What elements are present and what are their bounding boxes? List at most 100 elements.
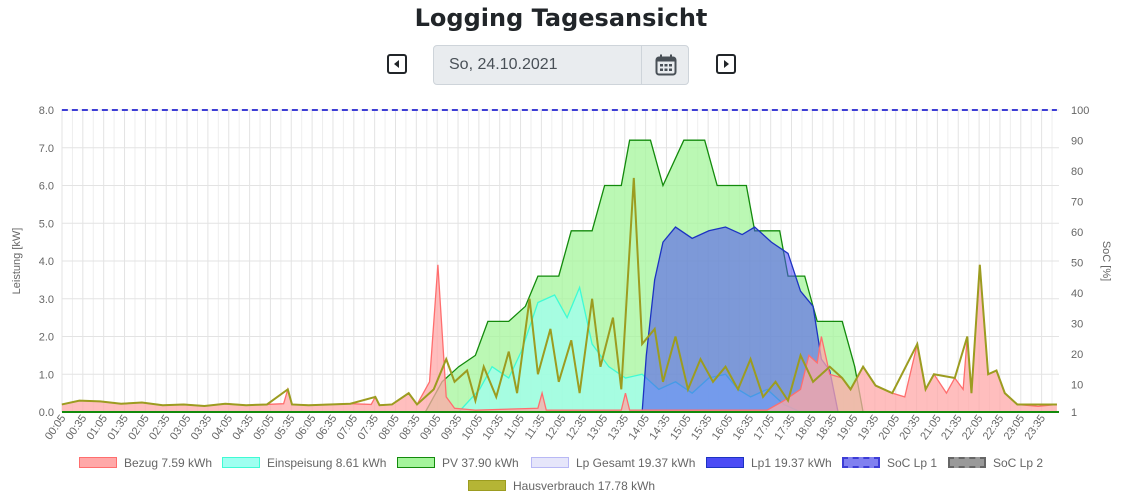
y-tick-label: 0.0 (39, 407, 54, 419)
x-tick-label: 12:05 (543, 413, 569, 442)
y2-tick-label: 50 (1071, 258, 1083, 270)
series-line (424, 139, 864, 413)
x-tick-label: 15:05 (668, 413, 694, 442)
x-tick-label: 02:05 (126, 413, 152, 442)
x-tick-label: 03:35 (189, 413, 215, 442)
x-tick-label: 15:35 (689, 413, 715, 442)
x-tick-label: 16:35 (731, 413, 757, 442)
calendar-icon (655, 54, 677, 76)
x-tick-label: 05:05 (251, 413, 277, 442)
series-area (642, 227, 839, 412)
caret-left-square-icon (394, 60, 399, 68)
series-line (641, 226, 839, 413)
date-input[interactable]: So, 24.10.2021 (449, 56, 558, 73)
y-tick-label: 3.0 (39, 294, 54, 306)
x-tick-label: 13:05 (585, 413, 611, 442)
legend-swatch (222, 457, 260, 468)
date-picker[interactable]: So, 24.10.2021 (433, 45, 689, 85)
series-line (61, 264, 1057, 411)
calendar-button[interactable] (641, 45, 689, 85)
x-tick-label: 09:05 (418, 413, 444, 442)
x-tick-label: 23:05 (1002, 413, 1028, 442)
y2-tick-label: 70 (1071, 197, 1083, 209)
y2-tick-label: 40 (1071, 288, 1083, 300)
x-tick-label: 19:05 (835, 413, 861, 442)
x-tick-label: 02:35 (147, 413, 173, 442)
x-tick-label: 03:05 (168, 413, 194, 442)
x-tick-label: 01:35 (105, 413, 131, 442)
x-tick-label: 17:35 (772, 413, 798, 442)
x-tick-label: 18:05 (793, 413, 819, 442)
y2-axis-label: SoC [%] (1100, 241, 1112, 281)
x-tick-label: 09:35 (439, 413, 465, 442)
legend-label: SoC Lp 1 (887, 456, 938, 470)
x-tick-label: 14:35 (647, 413, 673, 442)
chart-series (61, 109, 1057, 413)
x-tick-label: 21:35 (939, 413, 965, 442)
legend-swatch (706, 457, 744, 468)
legend-label: Hausverbrauch 17.78 kWh (513, 479, 656, 493)
y2-tick-label: 30 (1071, 319, 1083, 331)
legend-label: Lp1 19.37 kWh (751, 456, 832, 470)
y-tick-label: 8.0 (39, 105, 54, 117)
x-tick-label: 07:35 (355, 413, 381, 442)
x-tick-label: 19:35 (856, 413, 882, 442)
x-tick-label: 07:05 (335, 413, 361, 442)
x-tick-label: 00:35 (64, 413, 90, 442)
x-tick-label: 22:35 (981, 413, 1007, 442)
y2-tick-label: 80 (1071, 166, 1083, 178)
y2-tick-label: 90 (1071, 136, 1083, 148)
y2-tick-label: 1 (1071, 407, 1077, 419)
x-tick-label: 01:05 (85, 413, 111, 442)
x-tick-label: 23:35 (1022, 413, 1048, 442)
legend-label: Bezug 7.59 kWh (124, 456, 213, 470)
x-tick-label: 06:35 (314, 413, 340, 442)
y-tick-label: 5.0 (39, 218, 54, 230)
x-tick-label: 08:35 (397, 413, 423, 442)
x-tick-label: 18:35 (814, 413, 840, 442)
y-tick-label: 1.0 (39, 369, 54, 381)
x-tick-label: 13:35 (606, 413, 632, 442)
x-tick-label: 14:05 (626, 413, 652, 442)
x-tick-label: 16:05 (710, 413, 736, 442)
y2-tick-label: 20 (1071, 349, 1083, 361)
x-tick-label: 05:35 (272, 413, 298, 442)
legend-label: Einspeisung 8.61 kWh (267, 456, 387, 470)
y2-tick-label: 10 (1071, 380, 1083, 392)
x-tick-label: 17:05 (752, 413, 778, 442)
legend-label: PV 37.90 kWh (442, 456, 519, 470)
x-tick-label: 10:05 (460, 413, 486, 442)
x-tick-label: 08:05 (376, 413, 402, 442)
legend-label: SoC Lp 2 (993, 456, 1044, 470)
y-tick-label: 6.0 (39, 181, 54, 193)
series-line (61, 177, 1057, 407)
x-tick-label: 21:05 (918, 413, 944, 442)
previous-day-button[interactable] (387, 54, 407, 74)
x-tick-label: 06:05 (293, 413, 319, 442)
caret-right-square-icon (724, 60, 729, 68)
legend-swatch (79, 457, 117, 468)
next-day-button[interactable] (716, 54, 736, 74)
x-tick-label: 20:35 (897, 413, 923, 442)
y-axis-label: Leistung [kW] (11, 228, 23, 295)
x-tick-label: 22:05 (960, 413, 986, 442)
x-tick-label: 04:05 (210, 413, 236, 442)
x-tick-label: 10:35 (481, 413, 507, 442)
page-title: Logging Tagesansicht (414, 4, 708, 32)
y-tick-label: 7.0 (39, 143, 54, 155)
legend-swatch (468, 480, 506, 491)
legend-label: Lp Gesamt 19.37 kWh (576, 456, 696, 470)
power-chart: 00:0500:3501:0501:3502:0502:3503:0503:35… (11, 105, 1112, 442)
legend-swatch (842, 457, 880, 468)
x-tick-label: 12:35 (564, 413, 590, 442)
y-tick-label: 4.0 (39, 256, 54, 268)
y2-tick-label: 100 (1071, 105, 1089, 117)
legend-swatch (948, 457, 986, 468)
legend-swatch (397, 457, 435, 468)
y-tick-label: 2.0 (39, 332, 54, 344)
x-tick-label: 20:05 (877, 413, 903, 442)
y2-tick-label: 60 (1071, 227, 1083, 239)
x-tick-label: 04:35 (230, 413, 256, 442)
series-area (61, 264, 1057, 412)
x-tick-label: 11:05 (502, 413, 527, 442)
